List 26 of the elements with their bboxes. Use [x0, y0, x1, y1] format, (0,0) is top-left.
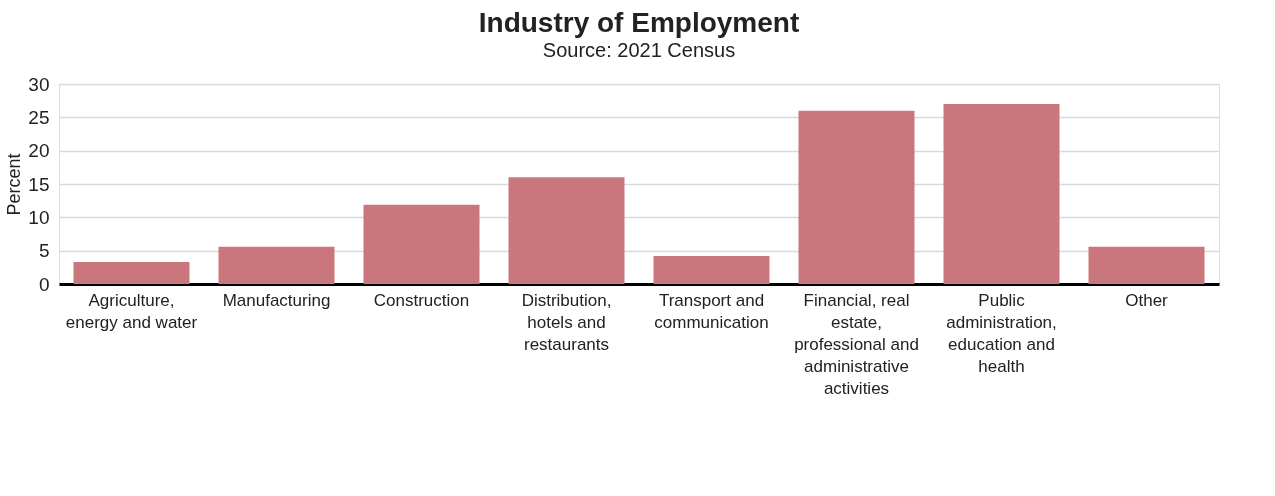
chart-title: Industry of Employment [478, 7, 800, 38]
bar [1088, 246, 1205, 284]
y-tick-label: 30 [28, 73, 50, 95]
x-tick-label: Public administration, education and health [946, 290, 1057, 376]
x-tick-label: Distribution, hotels and restaurants [521, 290, 612, 354]
bar [798, 110, 915, 284]
bar [73, 262, 190, 284]
bar [363, 204, 480, 284]
bar [653, 256, 770, 284]
y-tick-label: 20 [28, 140, 50, 162]
x-tick-label: Manufacturing [222, 290, 331, 310]
x-tick-label: Agriculture, energy and water [65, 290, 198, 332]
chart-subtitle: Source: 2021 Census [542, 39, 736, 61]
y-tick-label: 0 [38, 273, 50, 295]
x-tick-label: Financial, real estate, professional and administrative activities [794, 290, 919, 398]
y-axis-title: Percent [4, 153, 25, 216]
y-tick-label: 5 [38, 240, 50, 262]
y-tick-label: 15 [28, 173, 50, 195]
bar [943, 104, 1060, 284]
y-tick-label: 25 [28, 106, 50, 128]
bar [218, 246, 335, 284]
y-tick-label: 10 [28, 206, 50, 228]
bar [508, 177, 625, 284]
x-tick-label: Transport and communication [654, 290, 769, 332]
x-tick-label: Construction [373, 290, 470, 310]
x-tick-label: Other [1125, 290, 1169, 310]
